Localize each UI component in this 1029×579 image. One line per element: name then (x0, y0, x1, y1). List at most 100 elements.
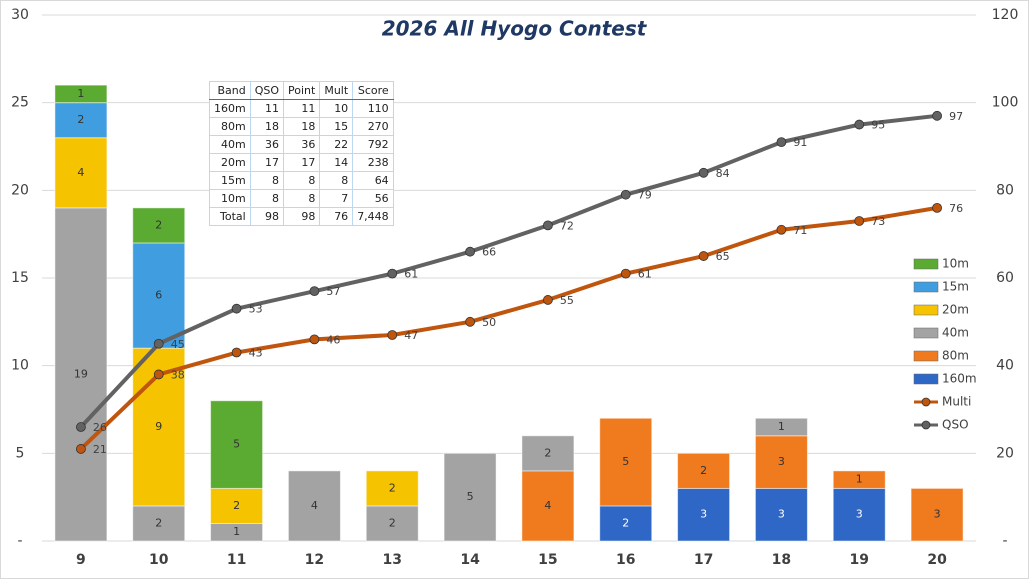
line-label: 45 (171, 338, 185, 351)
bar-label: 5 (233, 438, 240, 451)
bar-segment (210, 487, 264, 524)
bar-label: 3 (778, 455, 785, 468)
table-cell: 18 (249, 117, 285, 136)
y2-tick-label: 20 (996, 445, 1014, 461)
y-tick-label: 15 (11, 270, 29, 286)
legend-label: QSO (942, 418, 969, 432)
table-cell: 17 (249, 153, 285, 172)
legend-label: 40m (942, 326, 969, 340)
bar-label: 2 (155, 218, 162, 231)
line-label: 53 (249, 303, 263, 316)
line-label: 71 (793, 224, 807, 237)
bar-segment (677, 452, 731, 489)
line-label: 84 (716, 167, 730, 180)
table-row: 15m 8 8 8 64 (209, 171, 394, 190)
line-marker (854, 216, 865, 226)
x-tick-label: 15 (538, 552, 557, 568)
bar-label: 2 (233, 499, 240, 512)
line-label: 97 (949, 110, 963, 123)
line-label: 26 (93, 421, 107, 434)
y-tick-label: 30 (11, 7, 29, 23)
bar-segment (132, 207, 186, 244)
legend-label: 160m (942, 372, 977, 386)
bar-label: 2 (389, 516, 396, 529)
legend-label: 15m (942, 280, 969, 294)
bar-label: 4 (77, 166, 84, 179)
bar-segment (443, 452, 497, 542)
line-marker (309, 334, 320, 345)
line-label: 21 (93, 443, 107, 456)
bar-segment (365, 505, 419, 542)
line-marker (465, 316, 475, 327)
line-label: 76 (949, 202, 963, 215)
legend-swatch (913, 258, 939, 270)
table-row: 40m 36 36 22 792 (209, 135, 394, 154)
line-marker (153, 338, 164, 349)
table-cell: 40m (209, 135, 251, 154)
line-marker (620, 268, 631, 279)
line-label: 57 (326, 285, 340, 298)
table-header-row: Band QSO Point Mult Score (209, 81, 394, 100)
table-cell: 22 (319, 135, 354, 154)
table-cell: 14 (319, 153, 354, 172)
chart-title: 2026 All Hyogo Contest (382, 17, 648, 41)
y-tick-label: - (17, 533, 22, 549)
bar-segment (54, 102, 108, 139)
bar-segment (54, 207, 108, 542)
table-cell: 8 (249, 171, 285, 190)
line-marker (932, 202, 942, 213)
bar-label: 3 (934, 508, 941, 521)
bar-segment (521, 470, 575, 542)
legend-label: Multi (942, 395, 971, 409)
table-row: Total 98 98 76 7,448 (209, 207, 394, 226)
table-header-cell: Point (283, 81, 321, 100)
line-marker (153, 369, 164, 380)
bar-segment (599, 417, 653, 507)
x-tick-label: 12 (305, 552, 324, 568)
line-label: 95 (871, 119, 885, 132)
bar-segment (287, 470, 341, 542)
bar-segment (832, 487, 886, 542)
bar-label: 4 (544, 499, 551, 512)
bar-label: 2 (700, 464, 707, 477)
bar-segment (599, 505, 653, 542)
bar-segment (521, 435, 575, 472)
line-marker (76, 444, 86, 454)
line-marker (76, 422, 86, 432)
bar-segment (754, 487, 808, 542)
bar-label: 3 (856, 508, 863, 521)
line-marker (231, 303, 242, 314)
x-tick-label: 10 (149, 552, 169, 568)
line-label: 43 (249, 347, 263, 360)
line (79, 205, 938, 451)
line-marker (932, 110, 942, 121)
table-cell: 238 (352, 153, 394, 172)
bar-label: 4 (311, 499, 318, 512)
y2-tick-label: - (1002, 533, 1007, 549)
table-row: 160m 11 11 10 110 (209, 99, 394, 118)
table-cell: 10 (319, 99, 354, 118)
line-marker (543, 295, 553, 305)
bar-segment (832, 470, 886, 489)
table-header-cell: Score (352, 81, 394, 100)
legend-label: 10m (942, 257, 969, 271)
table-cell: 15m (209, 171, 251, 190)
table-header-cell: QSO (249, 81, 285, 100)
y-tick-label: 10 (11, 358, 29, 374)
table-cell: 792 (352, 135, 394, 154)
x-tick-label: 9 (76, 552, 86, 568)
bar-label: 6 (155, 289, 162, 302)
line-label: 47 (404, 329, 418, 342)
bar-segment (910, 487, 964, 542)
bar-label: 19 (74, 367, 88, 380)
table-cell: 110 (352, 99, 394, 118)
line-marker (776, 137, 787, 148)
x-tick-label: 19 (850, 552, 869, 568)
bar-label: 1 (856, 473, 863, 486)
x-tick-label: 17 (694, 552, 713, 568)
bar-label: 2 (544, 446, 551, 459)
line-marker (387, 268, 398, 279)
y2-tick-label: 40 (996, 358, 1014, 374)
table-cell: 11 (249, 99, 285, 118)
